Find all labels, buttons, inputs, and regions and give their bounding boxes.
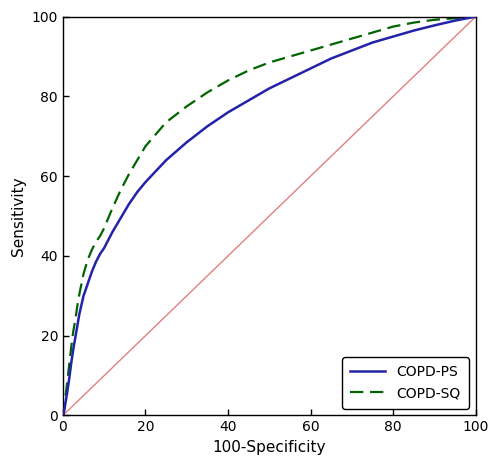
X-axis label: 100-Specificity: 100-Specificity [212,440,326,455]
Legend: COPD-PS, COPD-SQ: COPD-PS, COPD-SQ [342,357,469,409]
Y-axis label: Sensitivity: Sensitivity [11,176,26,256]
